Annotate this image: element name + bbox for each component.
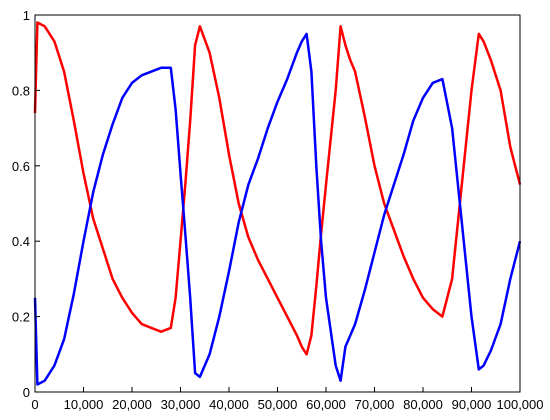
x-tick-label: 0 xyxy=(31,397,38,412)
y-tick-label: 0.4 xyxy=(12,234,30,249)
x-axis-ticks: 0 10,000 20,000 30,000 40,000 50,000 60,000 70,… xyxy=(31,387,544,412)
x-tick-label: 50,000 xyxy=(258,397,298,412)
plot-frame xyxy=(34,14,521,393)
y-tick-label: 0.8 xyxy=(12,83,30,98)
x-tick-label: 70,000 xyxy=(355,397,395,412)
x-tick-label: 90,000 xyxy=(452,397,492,412)
x-tick-label: 10,000 xyxy=(64,397,104,412)
x-tick-label: 60,000 xyxy=(306,397,346,412)
y-tick-label: 1 xyxy=(23,8,30,23)
y-tick-label: 0.6 xyxy=(12,159,30,174)
x-tick-label: 100,000 xyxy=(497,397,544,412)
x-tick-label: 20,000 xyxy=(112,397,152,412)
x-tick-label: 30,000 xyxy=(161,397,201,412)
series-line-1 xyxy=(33,21,522,356)
x-tick-label: 40,000 xyxy=(209,397,249,412)
y-tick-label: 0.2 xyxy=(12,310,30,325)
y-tick-label: 0 xyxy=(23,385,30,400)
series-layer xyxy=(33,21,522,386)
series-line-2 xyxy=(33,32,522,386)
x-tick-label: 80,000 xyxy=(403,397,443,412)
y-axis-ticks: 0 0.2 0.4 0.6 0.8 1 xyxy=(12,8,40,400)
